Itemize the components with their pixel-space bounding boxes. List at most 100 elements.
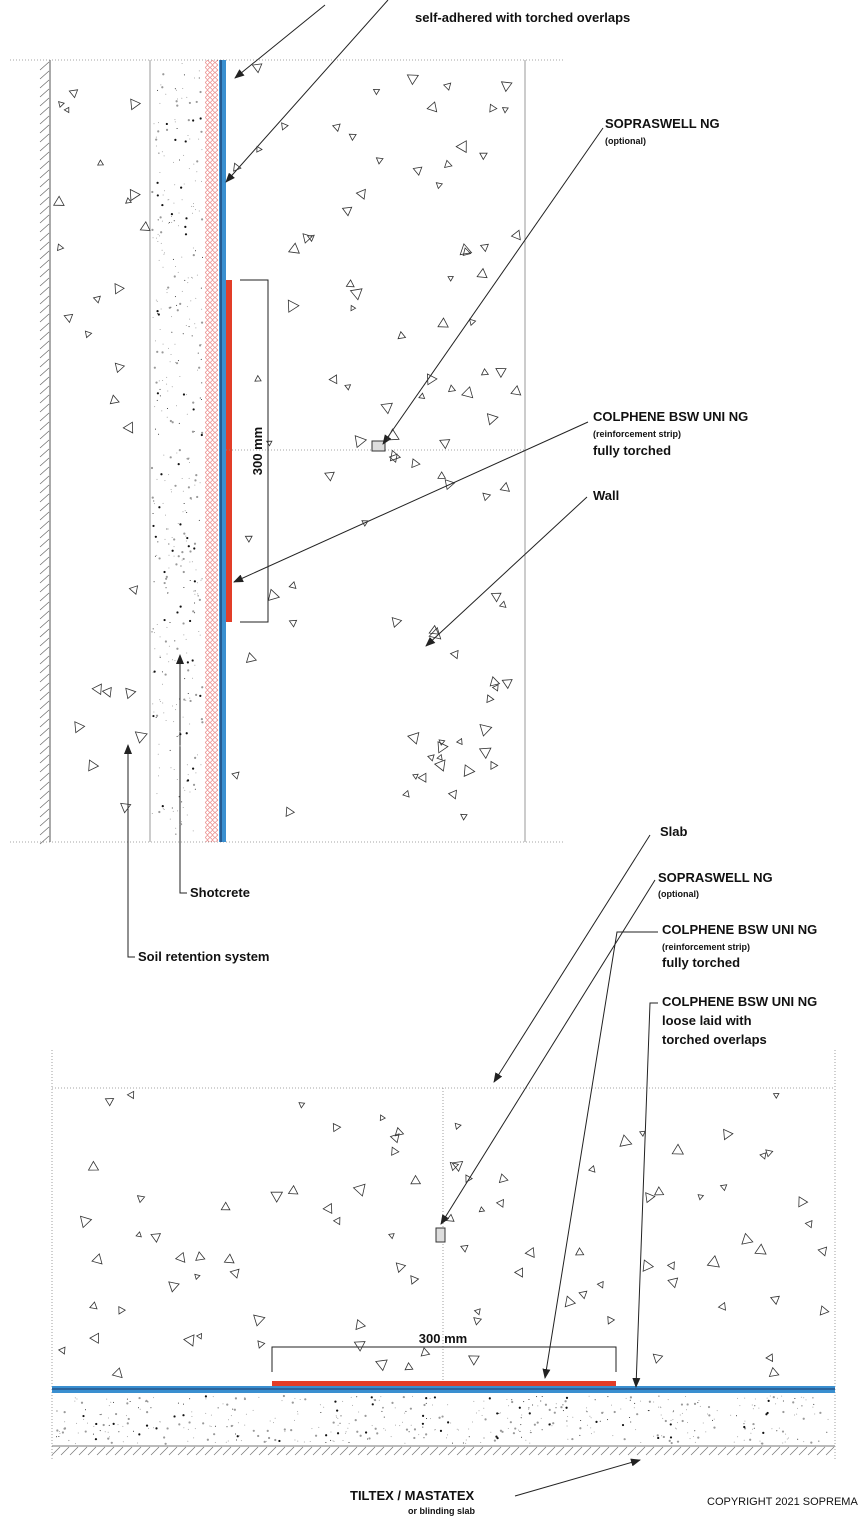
hatch	[40, 251, 49, 259]
grain	[183, 634, 184, 635]
aggregate	[438, 472, 446, 479]
label-note: (reinforcement strip)	[662, 942, 750, 952]
grain	[273, 1422, 274, 1423]
grain	[153, 628, 154, 629]
grain	[594, 1431, 595, 1432]
hatch	[40, 809, 49, 817]
grain	[159, 235, 160, 236]
grain	[232, 1409, 233, 1410]
grain	[346, 1431, 347, 1432]
grain	[238, 1422, 239, 1423]
grain	[552, 1422, 554, 1424]
grain	[180, 187, 182, 189]
grain	[207, 1439, 209, 1441]
grain	[347, 1428, 348, 1429]
grain	[155, 138, 157, 140]
grain	[127, 1422, 129, 1424]
grain	[253, 1430, 255, 1432]
grain	[170, 819, 171, 820]
grain	[677, 1441, 679, 1443]
grain	[640, 1401, 641, 1402]
grain	[496, 1437, 498, 1439]
grain	[803, 1418, 805, 1420]
grain	[163, 195, 164, 196]
aggregate	[407, 75, 418, 85]
hatch	[700, 1447, 708, 1455]
aggregate	[440, 440, 450, 449]
grain	[187, 282, 188, 283]
grain	[155, 381, 157, 383]
aggregate	[771, 1296, 780, 1304]
grain	[182, 63, 183, 64]
grain	[521, 1415, 522, 1416]
grain	[173, 162, 174, 163]
aggregate	[620, 1135, 632, 1146]
grain	[182, 478, 183, 479]
grain	[753, 1408, 754, 1409]
aggregate	[115, 284, 124, 294]
grain	[177, 736, 178, 737]
aggregate	[408, 733, 419, 744]
copyright: COPYRIGHT 2021 SOPREMA	[707, 1496, 858, 1508]
hatch	[40, 179, 49, 187]
aggregate	[255, 376, 261, 382]
grain	[737, 1398, 738, 1399]
grain	[183, 491, 184, 492]
grain	[185, 700, 186, 701]
grain	[228, 1419, 229, 1420]
grain	[159, 380, 160, 381]
grain	[201, 399, 202, 400]
grain	[630, 1396, 632, 1398]
hatch	[736, 1447, 744, 1455]
leader	[515, 1460, 640, 1496]
grain	[320, 1412, 321, 1413]
grain	[752, 1405, 753, 1406]
grain	[85, 1409, 86, 1410]
grain	[170, 767, 171, 768]
grain	[200, 397, 201, 398]
grain	[165, 1443, 167, 1445]
aggregate	[271, 1192, 282, 1202]
grain	[476, 1412, 477, 1413]
grain	[183, 558, 185, 560]
grain	[675, 1428, 676, 1429]
grain	[194, 323, 195, 324]
grain	[489, 1397, 491, 1399]
grain	[188, 774, 189, 775]
hatch	[502, 1447, 510, 1455]
grain	[536, 1396, 537, 1397]
grain	[157, 90, 158, 91]
aggregate	[419, 393, 425, 398]
hatch	[40, 134, 49, 142]
aggregate	[496, 369, 506, 378]
grain	[192, 678, 193, 679]
grain	[591, 1417, 592, 1418]
grain	[589, 1416, 590, 1417]
label: Wall	[593, 488, 619, 503]
hatch	[40, 512, 49, 520]
grain	[284, 1431, 285, 1432]
grain	[174, 660, 175, 661]
hatch	[655, 1447, 663, 1455]
hatch	[277, 1447, 285, 1455]
aggregate	[54, 196, 64, 205]
leader	[494, 835, 650, 1082]
grain	[801, 1397, 802, 1398]
grain	[411, 1425, 412, 1426]
grain	[186, 652, 187, 653]
hatch	[151, 1447, 159, 1455]
grain	[156, 182, 158, 184]
membrane	[219, 60, 226, 842]
grain	[164, 582, 166, 584]
grain	[677, 1422, 678, 1423]
hatch	[727, 1447, 735, 1455]
hatch	[40, 737, 49, 745]
grain	[183, 717, 184, 718]
grain	[564, 1400, 566, 1402]
grain	[542, 1429, 543, 1430]
aggregate	[90, 1302, 97, 1309]
grain	[179, 159, 180, 160]
hatch	[40, 836, 49, 844]
hatch	[40, 629, 49, 637]
grain	[211, 1415, 212, 1416]
